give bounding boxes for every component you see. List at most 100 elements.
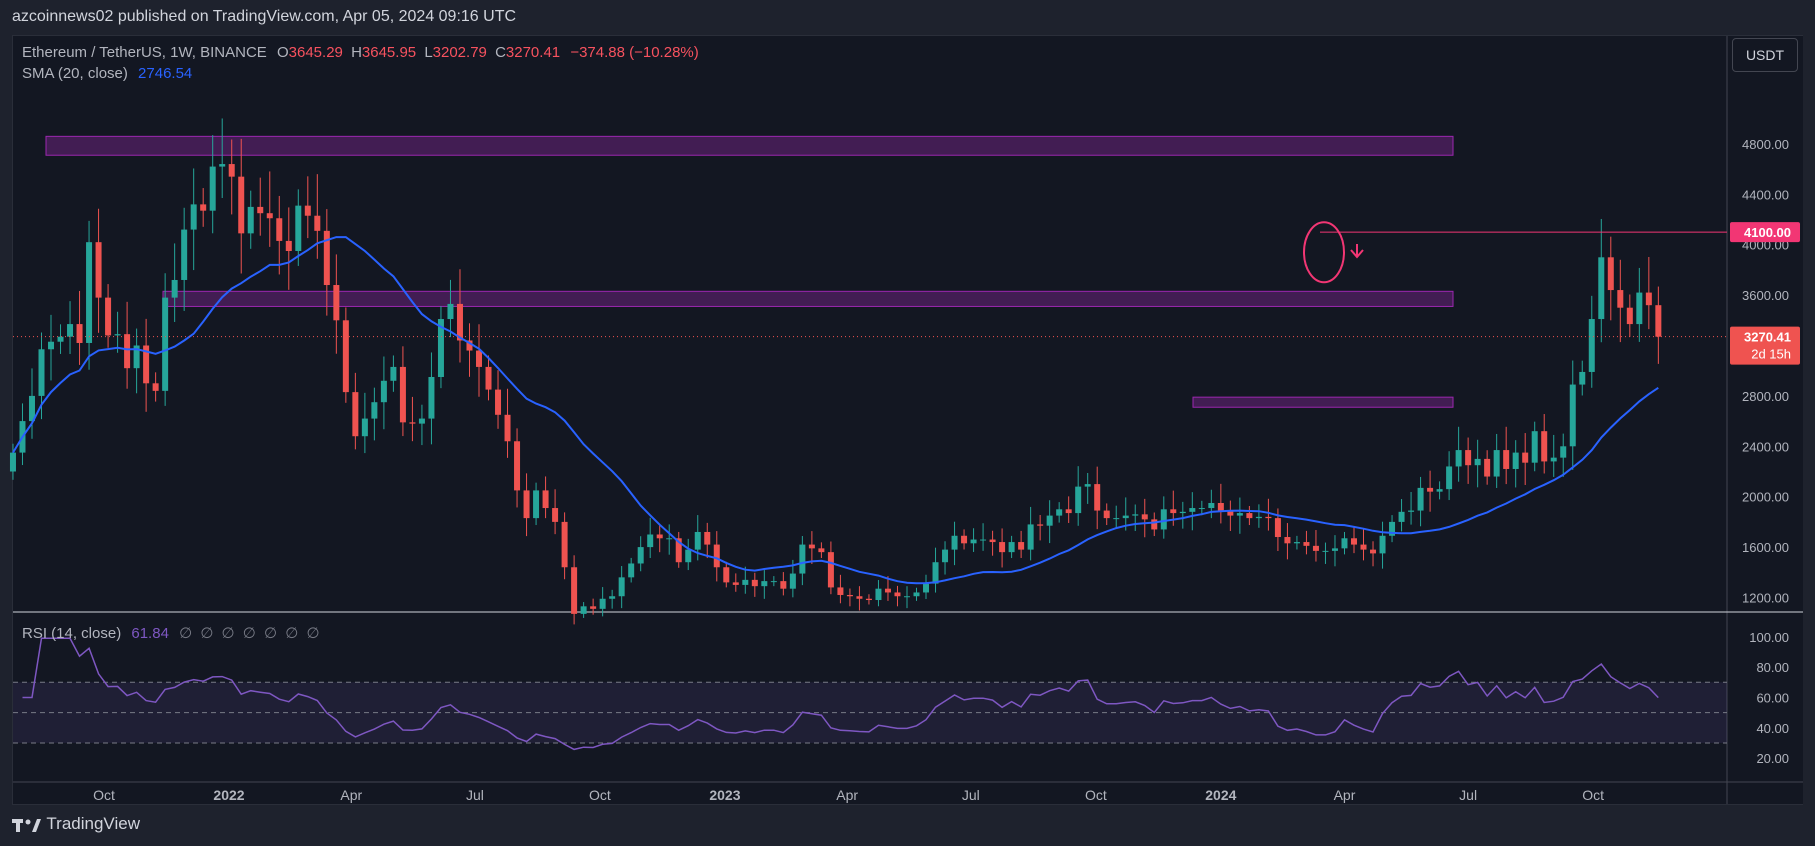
candle-up xyxy=(609,596,616,599)
rsi-label: RSI (14, close) xyxy=(22,625,122,642)
candle-down xyxy=(1170,509,1177,514)
candle-down xyxy=(732,582,739,585)
candle-down xyxy=(818,548,825,553)
candle-down xyxy=(999,542,1006,553)
symbol-name: Ethereum / TetherUS, 1W, BINANCE xyxy=(22,44,267,61)
candle-up xyxy=(1056,509,1063,516)
candle-up xyxy=(1075,486,1082,514)
candle-down xyxy=(1351,538,1357,545)
countdown-label: 2d 15h xyxy=(1751,347,1791,362)
candle-down xyxy=(1094,484,1101,511)
candle-down xyxy=(1312,545,1319,551)
candle-up xyxy=(1331,548,1338,551)
candle-up xyxy=(1560,446,1567,458)
candle-down xyxy=(95,242,102,298)
candle-down xyxy=(76,324,83,343)
candle-up xyxy=(1293,542,1300,544)
candle-up xyxy=(67,324,74,337)
candle-up xyxy=(628,563,635,578)
time-tick-label: Apr xyxy=(340,787,362,803)
candle-down xyxy=(314,215,321,231)
candle-up xyxy=(903,596,910,598)
candle-down xyxy=(399,366,406,423)
candle-down xyxy=(723,567,730,583)
candle-down xyxy=(1607,257,1614,291)
candle-up xyxy=(942,549,949,563)
tradingview-footer[interactable]: TradingView xyxy=(12,814,140,834)
candle-up xyxy=(1198,508,1205,510)
candle-down xyxy=(865,598,872,601)
currency-button[interactable]: USDT xyxy=(1732,38,1798,72)
candle-up xyxy=(247,206,254,234)
candle-down xyxy=(894,592,901,597)
level-price-badge xyxy=(1730,222,1800,243)
candle-up xyxy=(1113,518,1120,520)
candle-down xyxy=(200,204,207,211)
time-tick-label: 2022 xyxy=(213,787,244,803)
candle-down xyxy=(352,392,359,437)
candle-down xyxy=(333,285,340,321)
candle-up xyxy=(1455,450,1462,467)
candle-down xyxy=(961,535,968,544)
time-tick-label: 2023 xyxy=(709,787,740,803)
price-tick-label: 1600.00 xyxy=(1742,540,1789,555)
candle-down xyxy=(105,297,112,336)
price-zone xyxy=(162,290,1454,307)
price-tick-label: 4400.00 xyxy=(1742,187,1789,202)
candle-down xyxy=(1103,510,1110,519)
close-value: 3270.41 xyxy=(505,44,561,61)
candle-down xyxy=(1370,549,1377,554)
candle-down xyxy=(523,490,530,519)
candle-down xyxy=(266,213,273,219)
sma-label: SMA (20, close) xyxy=(22,65,128,82)
candle-down xyxy=(827,552,834,588)
candle-up xyxy=(371,402,378,419)
price-zone xyxy=(45,135,1454,156)
candle-down xyxy=(1617,290,1624,308)
candle-up xyxy=(38,349,45,396)
candle-down xyxy=(552,508,559,522)
price-tick-label: 3600.00 xyxy=(1742,288,1789,303)
candle-down xyxy=(504,414,511,442)
candle-down xyxy=(751,579,758,587)
candle-up xyxy=(1208,503,1215,509)
candle-down xyxy=(1246,513,1253,519)
candle-up xyxy=(181,229,188,280)
candle-up xyxy=(980,539,987,541)
candle-up xyxy=(1379,535,1386,554)
candle-up xyxy=(1341,538,1348,549)
candle-up xyxy=(1550,457,1557,462)
candle-down xyxy=(1360,544,1367,550)
candle-up xyxy=(171,279,178,298)
candle-up xyxy=(1512,452,1519,469)
time-tick-label: Apr xyxy=(1334,787,1356,803)
publisher-line: azcoinnews02 published on TradingView.co… xyxy=(12,8,517,25)
candle-down xyxy=(808,544,815,549)
rsi-extra-values: ∅ ∅ ∅ ∅ ∅ ∅ ∅ xyxy=(179,625,322,642)
last-price-label: 3270.41 xyxy=(1744,330,1791,345)
time-tick-label: Jul xyxy=(962,787,980,803)
tradingview-logo-icon xyxy=(12,818,41,832)
candle-down xyxy=(1217,503,1224,511)
candle-down xyxy=(409,422,416,424)
candle-up xyxy=(951,535,958,550)
candle-up xyxy=(380,380,387,403)
candle-down xyxy=(1141,514,1148,520)
candle-down xyxy=(323,230,330,286)
candle-up xyxy=(1436,489,1443,492)
candle-up xyxy=(1446,466,1453,490)
time-tick-label: Jul xyxy=(1459,787,1477,803)
candle-up xyxy=(932,562,939,584)
candle-down xyxy=(846,594,853,597)
candle-up xyxy=(418,418,425,424)
candle-down xyxy=(856,596,863,599)
candle-down xyxy=(1018,542,1025,550)
candle-down xyxy=(476,350,482,367)
price-tick-label: 2800.00 xyxy=(1742,389,1789,404)
candle-up xyxy=(86,242,93,343)
high-value: 3645.95 xyxy=(361,44,417,61)
candle-up xyxy=(437,319,444,377)
rsi-tick-label: 20.00 xyxy=(1756,751,1789,766)
candle-up xyxy=(1179,511,1186,514)
